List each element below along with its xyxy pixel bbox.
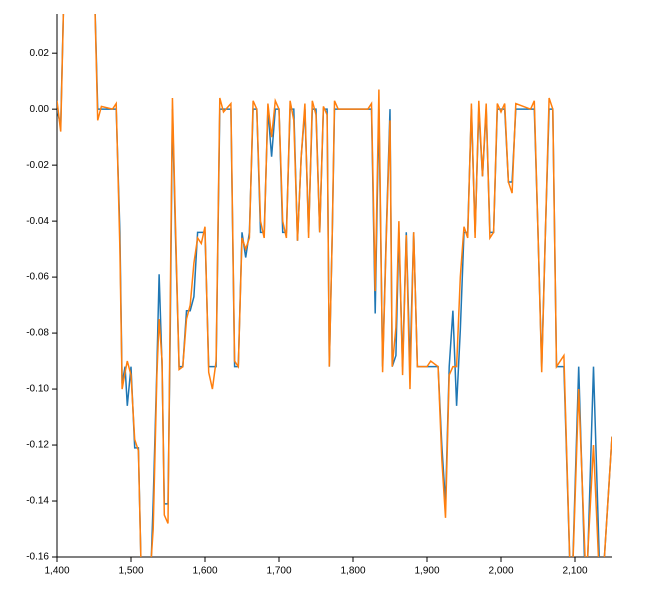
series-line <box>57 14 612 557</box>
x-tick-label: 1,500 <box>118 566 143 577</box>
plot-area <box>57 14 612 557</box>
y-tick-label: 0.00 <box>30 104 50 115</box>
x-tick-label: 2,100 <box>562 566 587 577</box>
x-tick-label: 1,900 <box>414 566 439 577</box>
x-tick-label: 2,000 <box>488 566 513 577</box>
x-tick-label: 1,800 <box>340 566 365 577</box>
x-tick-label: 1,400 <box>44 566 69 577</box>
y-tick-label: -0.16 <box>26 552 49 563</box>
series-line <box>57 14 612 557</box>
y-tick-label: 0.02 <box>30 48 50 59</box>
y-tick-label: -0.06 <box>26 272 49 283</box>
y-tick-label: -0.08 <box>26 328 49 339</box>
x-tick-label: 1,700 <box>266 566 291 577</box>
y-tick-label: -0.02 <box>26 160 49 171</box>
y-tick-label: -0.10 <box>26 384 49 395</box>
x-tick-label: 1,600 <box>192 566 217 577</box>
y-tick-label: -0.14 <box>26 496 49 507</box>
y-tick-label: -0.04 <box>26 216 49 227</box>
y-tick-label: -0.12 <box>26 440 49 451</box>
